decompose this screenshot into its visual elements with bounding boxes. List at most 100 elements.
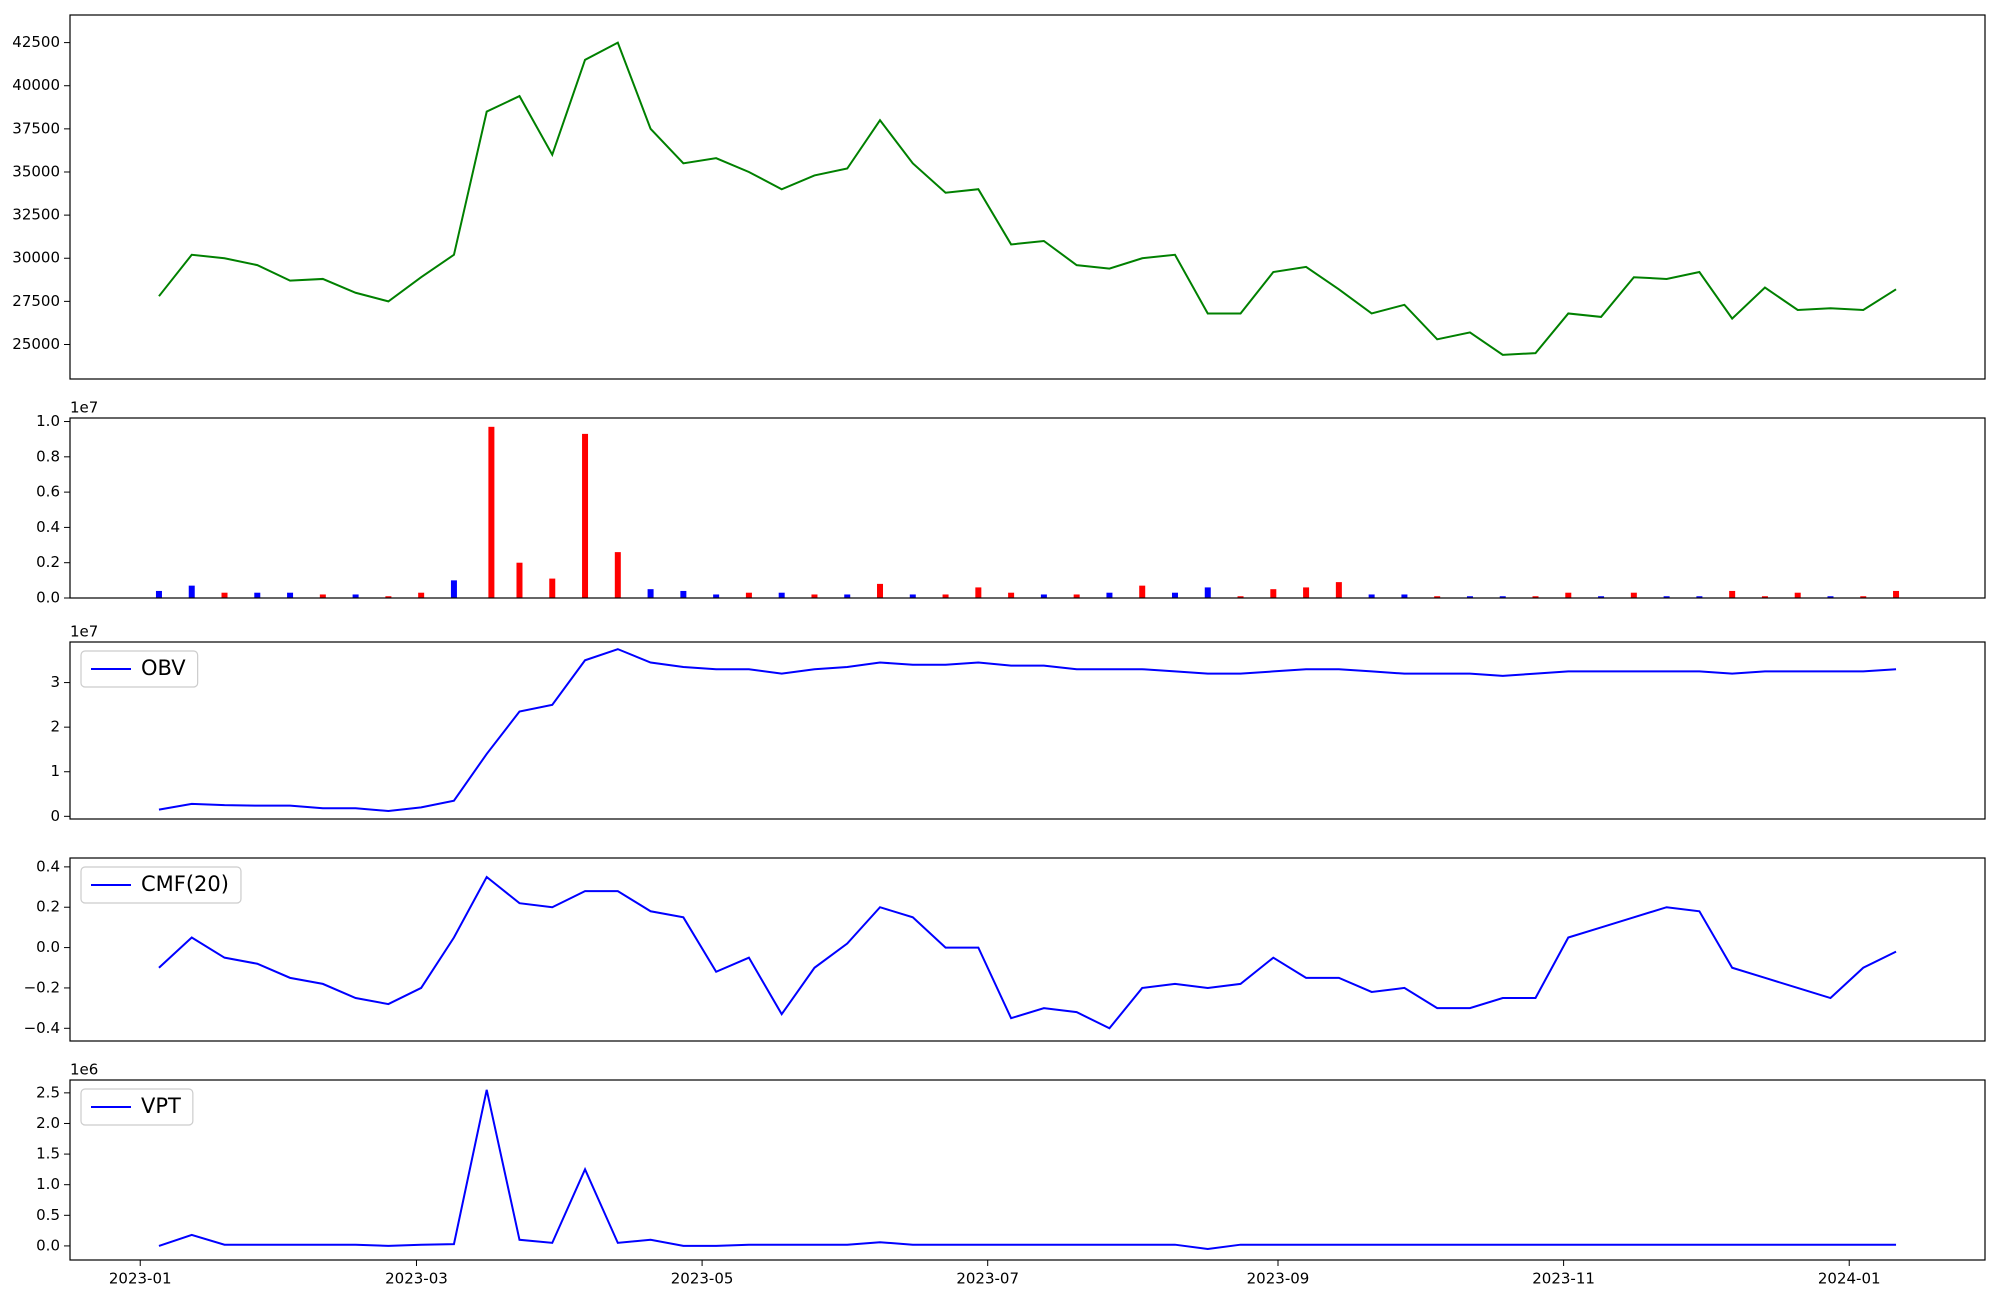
bar — [1303, 587, 1310, 598]
y-tick-label: 2.0 — [36, 1114, 60, 1132]
x-tick-label: 2023-01 — [109, 1270, 172, 1288]
bar — [155, 590, 162, 598]
bar — [942, 594, 949, 598]
bar — [1368, 594, 1375, 598]
y-tick-label: 30000 — [12, 249, 60, 267]
y-tick-label: 37500 — [12, 119, 60, 137]
plot-frame — [69, 417, 1986, 599]
bar — [975, 587, 982, 598]
bar — [582, 433, 589, 598]
y-tick-label: 0.0 — [36, 589, 60, 607]
bar — [1729, 590, 1736, 598]
bar — [909, 594, 916, 598]
y-tick-label: 0 — [50, 807, 60, 825]
y-tick-label: 2 — [50, 718, 60, 736]
y-tick-label: 27500 — [12, 292, 60, 310]
x-tick-label: 2023-03 — [385, 1270, 448, 1288]
legend-label: OBV — [141, 656, 186, 680]
plot-frame — [69, 641, 1986, 820]
y-tick-label: 25000 — [12, 335, 60, 353]
y-tick-label: 0.0 — [36, 1236, 60, 1254]
legend-box — [80, 650, 199, 688]
bar — [1532, 596, 1539, 598]
bar — [450, 580, 457, 598]
legend-label: VPT — [141, 1094, 181, 1118]
plot-frame — [69, 857, 1986, 1042]
bar — [488, 426, 495, 598]
bar — [1434, 596, 1441, 598]
y-tick-label: 0.6 — [36, 483, 60, 501]
bar — [811, 594, 818, 598]
legend-label: CMF(20) — [141, 872, 229, 896]
bar — [1204, 587, 1211, 598]
y-tick-label: 32500 — [12, 206, 60, 224]
y-tick-label: 35000 — [12, 162, 60, 180]
bar — [385, 596, 392, 598]
bar — [418, 592, 425, 598]
y-tick-label: 1.5 — [36, 1145, 60, 1163]
x-tick-label: 2023-09 — [1247, 1270, 1310, 1288]
y-tick-label: 0.0 — [36, 938, 60, 956]
bar — [844, 594, 851, 598]
axis-offset-label: 1e7 — [70, 399, 98, 417]
bar — [1171, 592, 1178, 598]
bar — [1073, 594, 1080, 598]
bar — [287, 592, 294, 598]
bar — [647, 589, 654, 598]
x-tick-label: 2024-01 — [1818, 1270, 1881, 1288]
y-tick-label: 42500 — [12, 33, 60, 51]
bar — [352, 594, 359, 598]
axis-offset-label: 1e6 — [70, 1061, 98, 1079]
bar — [516, 562, 523, 598]
y-tick-label: −0.4 — [24, 1019, 60, 1037]
y-tick-label: 3 — [50, 673, 60, 691]
y-tick-label: 0.4 — [36, 518, 60, 536]
axis-offset-label: 1e7 — [70, 623, 98, 641]
y-tick-label: 0.4 — [36, 857, 60, 875]
bar — [778, 592, 785, 598]
bar — [254, 592, 261, 598]
bar — [1040, 594, 1047, 598]
bar — [680, 590, 687, 598]
bar — [319, 594, 326, 598]
bar — [1598, 596, 1605, 598]
legend-box — [80, 1088, 194, 1126]
bar — [1237, 596, 1244, 598]
bar — [1565, 592, 1572, 598]
bar — [1761, 596, 1768, 598]
bar — [1466, 596, 1473, 598]
bar — [1696, 596, 1703, 598]
y-tick-label: 0.5 — [36, 1206, 60, 1224]
y-tick-label: 2.5 — [36, 1083, 60, 1101]
bar — [1860, 596, 1867, 598]
y-tick-label: 1.0 — [36, 412, 60, 430]
bar — [1794, 592, 1801, 598]
bar — [713, 594, 720, 598]
legend-box — [80, 866, 242, 904]
bar — [1008, 592, 1015, 598]
x-tick-label: 2023-05 — [671, 1270, 734, 1288]
bar — [877, 583, 884, 598]
y-tick-label: 40000 — [12, 76, 60, 94]
plot-frame — [69, 1079, 1986, 1261]
bar — [221, 592, 228, 598]
bar — [614, 552, 621, 598]
bar — [1663, 596, 1670, 598]
data-line — [158, 41, 1897, 356]
bar — [1893, 590, 1900, 598]
bar — [188, 585, 195, 598]
y-tick-label: 0.2 — [36, 898, 60, 916]
bar — [1827, 596, 1834, 598]
bar — [1106, 592, 1113, 598]
bar — [1401, 594, 1408, 598]
data-line — [158, 648, 1897, 812]
bar — [745, 592, 752, 598]
y-tick-label: −0.2 — [24, 978, 60, 996]
y-tick-label: 0.2 — [36, 553, 60, 571]
bar — [1499, 596, 1506, 598]
data-line — [158, 1089, 1897, 1250]
x-tick-label: 2023-11 — [1532, 1270, 1595, 1288]
y-tick-label: 1.0 — [36, 1175, 60, 1193]
plot-frame — [69, 14, 1986, 380]
